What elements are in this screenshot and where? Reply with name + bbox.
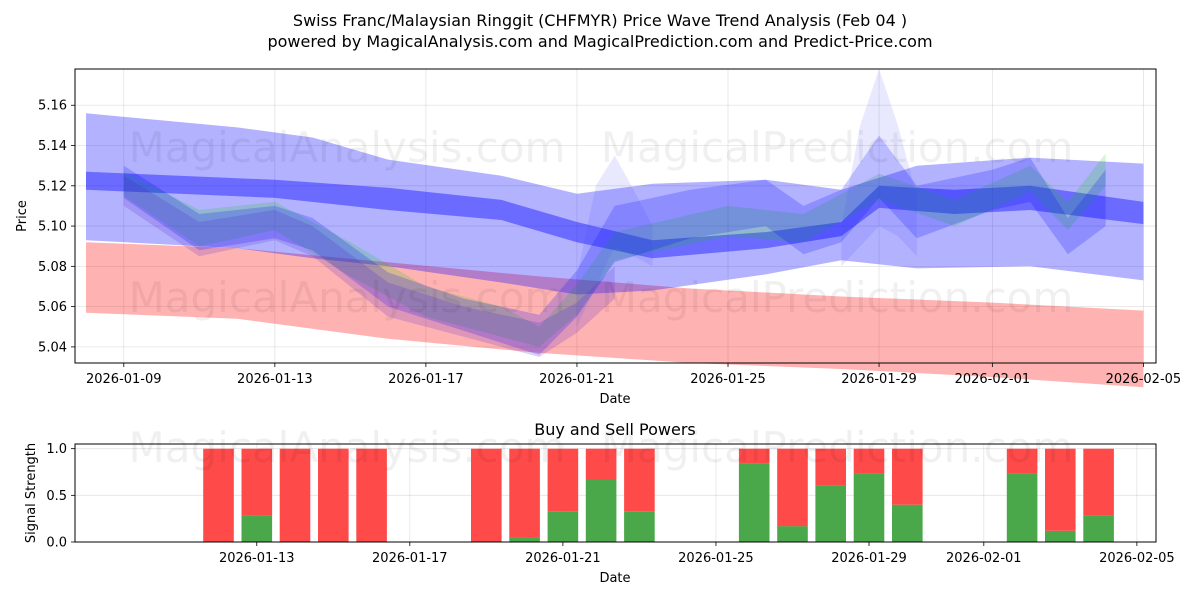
sell-bar (509, 448, 540, 538)
sell-bar (1045, 448, 1076, 531)
figure-title-line2: powered by MagicalAnalysis.com and Magic… (267, 32, 932, 51)
signal-x-label: Date (599, 571, 630, 586)
signal-y-tick-label: 1.0 (46, 442, 67, 457)
signal-y-tick-label: 0.5 (46, 489, 67, 504)
price-bands (86, 69, 1144, 388)
price-band-0 (86, 242, 1144, 388)
price-plot-frame (74, 68, 1157, 364)
buy-bar (624, 511, 655, 542)
price-band-3 (123, 153, 1106, 347)
price-band-5 (123, 135, 1106, 355)
buy-bar (1006, 473, 1038, 542)
buy-bar (892, 504, 923, 542)
signal-x-tick-label: 2026-01-25 (678, 551, 754, 566)
price-chart: MagicalAnalysis.com MagicalPrediction.co… (15, 68, 1181, 407)
sell-bar (624, 448, 655, 512)
sell-bar (853, 448, 885, 474)
sell-bar (777, 448, 808, 527)
buy-bar (585, 479, 617, 542)
sell-bar (318, 448, 349, 542)
buy-bar (853, 473, 885, 542)
signal-x-tick-label: 2026-02-01 (946, 551, 1022, 566)
price-y-tick-label: 5.04 (38, 340, 67, 355)
price-y-tick-label: 5.12 (38, 179, 67, 194)
price-x-tick-label: 2026-01-25 (690, 372, 766, 387)
buy-bar (738, 463, 770, 542)
price-y-tick-label: 5.16 (38, 99, 67, 114)
sell-bar (585, 448, 617, 480)
signal-chart: Buy and Sell Powers MagicalAnalysis.com … (24, 420, 1175, 586)
signal-x-tick-label: 2026-01-29 (831, 551, 907, 566)
signal-x-tick-label: 2026-01-13 (219, 551, 295, 566)
sell-bar (738, 448, 770, 464)
price-y-tick-label: 5.06 (38, 300, 67, 315)
sell-bar (815, 448, 846, 486)
buy-bar (1083, 515, 1114, 542)
buy-bar (815, 485, 846, 542)
buy-bar (509, 537, 540, 542)
price-x-tick-label: 2026-02-01 (955, 372, 1031, 387)
price-y-tick-label: 5.08 (38, 260, 67, 275)
price-grid (75, 69, 1156, 363)
signal-y-tick-label: 0.0 (46, 536, 67, 551)
signal-plot-frame (74, 443, 1157, 543)
price-y-tick-label: 5.10 (38, 220, 67, 235)
sell-bar (241, 448, 273, 516)
price-y-axis: 5.04 5.06 5.08 5.10 5.12 5.14 5.16 (38, 99, 75, 355)
watermark-bottom-left: MagicalAnalysis.com (129, 423, 566, 472)
signal-x-tick-label: 2026-02-05 (1099, 551, 1175, 566)
signal-chart-title: Buy and Sell Powers (534, 420, 696, 439)
sell-bar (547, 448, 579, 512)
figure-title-line1: Swiss Franc/Malaysian Ringgit (CHFMYR) P… (293, 11, 907, 30)
sell-bar (1006, 448, 1038, 474)
price-x-tick-label: 2026-01-09 (86, 372, 162, 387)
price-y-tick-label: 5.14 (38, 139, 67, 154)
sell-bar (356, 448, 387, 542)
sell-bar (892, 448, 923, 505)
signal-x-tick-label: 2026-01-21 (525, 551, 601, 566)
buy-bar (1045, 530, 1076, 542)
price-y-label: Price (15, 200, 30, 232)
signal-x-tick-label: 2026-01-17 (372, 551, 448, 566)
price-x-tick-label: 2026-01-17 (388, 372, 464, 387)
price-x-axis: 2026-01-09 2026-01-13 2026-01-17 2026-01-21… (86, 363, 1181, 387)
sell-bar (203, 448, 234, 542)
watermark-top-left: MagicalAnalysis.com (129, 123, 566, 172)
signal-y-axis: 0.0 0.5 1.0 (46, 442, 75, 551)
sell-bar (471, 448, 502, 542)
price-x-label: Date (599, 392, 630, 407)
signal-y-label: Signal Strength (24, 443, 39, 543)
watermark-top-right: MagicalPrediction.com (601, 123, 1074, 172)
price-x-tick-label: 2026-01-21 (539, 372, 615, 387)
price-band-2 (86, 171, 1144, 259)
price-band-4 (123, 175, 615, 357)
price-band-7 (576, 155, 653, 327)
price-band-1 (86, 113, 1144, 295)
buy-bar (777, 526, 808, 542)
price-x-tick-label: 2026-01-29 (841, 372, 917, 387)
signal-bars (203, 448, 1114, 542)
buy-bar (241, 515, 273, 542)
sell-bar (1083, 448, 1114, 516)
price-x-tick-label: 2026-02-05 (1106, 372, 1182, 387)
sell-bar (279, 448, 311, 542)
price-plot-area (75, 69, 1156, 363)
price-band-6 (841, 69, 917, 267)
watermark-mid-left: MagicalAnalysis.com (129, 273, 566, 322)
buy-bar (547, 511, 579, 542)
price-x-tick-label: 2026-01-13 (237, 372, 313, 387)
watermark-bottom-right: MagicalPrediction.com (601, 423, 1074, 472)
watermark-mid-right: MagicalPrediction.com (601, 273, 1074, 322)
signal-x-axis: 2026-01-13 2026-01-17 2026-01-21 2026-01-25… (219, 542, 1175, 566)
